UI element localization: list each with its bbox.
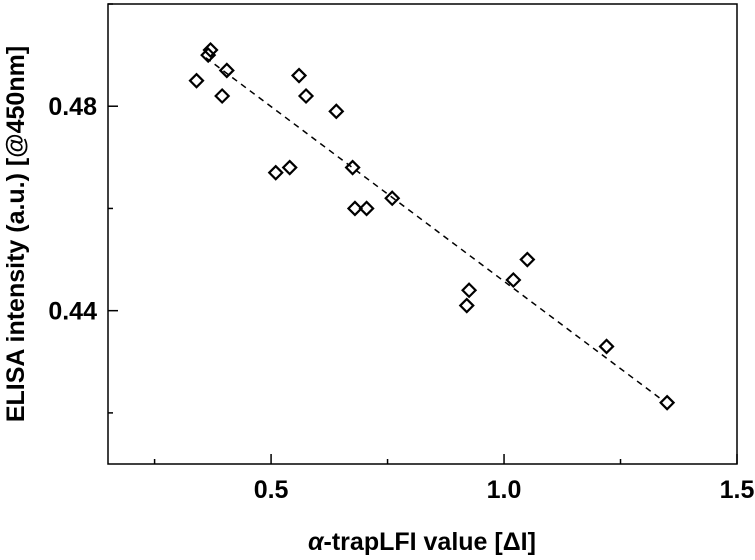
- data-point: [358, 200, 375, 217]
- data-point: [188, 72, 205, 89]
- data-point: [344, 159, 361, 176]
- data-point: [202, 41, 219, 59]
- y-tick-label: 0.48: [48, 93, 97, 121]
- x-tick-label: 0.5: [254, 476, 289, 504]
- data-point: [218, 62, 235, 79]
- data-point: [346, 200, 363, 217]
- fit-line: [205, 57, 663, 401]
- x-axis-label: α-trapLFI value [ΔI]: [308, 528, 536, 556]
- data-point: [267, 164, 284, 181]
- x-tick-label: 1.0: [487, 476, 522, 504]
- data-point: [505, 271, 522, 289]
- data-points: [188, 41, 676, 411]
- data-point: [461, 282, 478, 299]
- x-tick-label: 1.5: [720, 476, 755, 504]
- data-point: [659, 394, 676, 411]
- axis-ticks: [108, 3, 738, 464]
- data-point: [281, 159, 298, 176]
- y-axis-label: ELISA intensity (a.u.) [@450nm]: [2, 46, 30, 422]
- y-tick-label: 0.44: [48, 298, 97, 326]
- y-axis-title: ELISA intensity (a.u.) [@450nm]: [2, 46, 30, 422]
- tick-labels: 0.5 1.0 1.5 0.44 0.48: [48, 93, 754, 504]
- data-point: [384, 190, 401, 207]
- fit-line-group: [205, 57, 663, 401]
- plot-frame: [107, 3, 738, 465]
- data-point: [519, 251, 536, 268]
- data-point: [214, 87, 231, 105]
- data-point: [458, 297, 475, 314]
- data-point: [598, 338, 615, 355]
- data-point: [297, 87, 315, 105]
- data-point: [328, 103, 345, 120]
- data-point: [290, 67, 308, 84]
